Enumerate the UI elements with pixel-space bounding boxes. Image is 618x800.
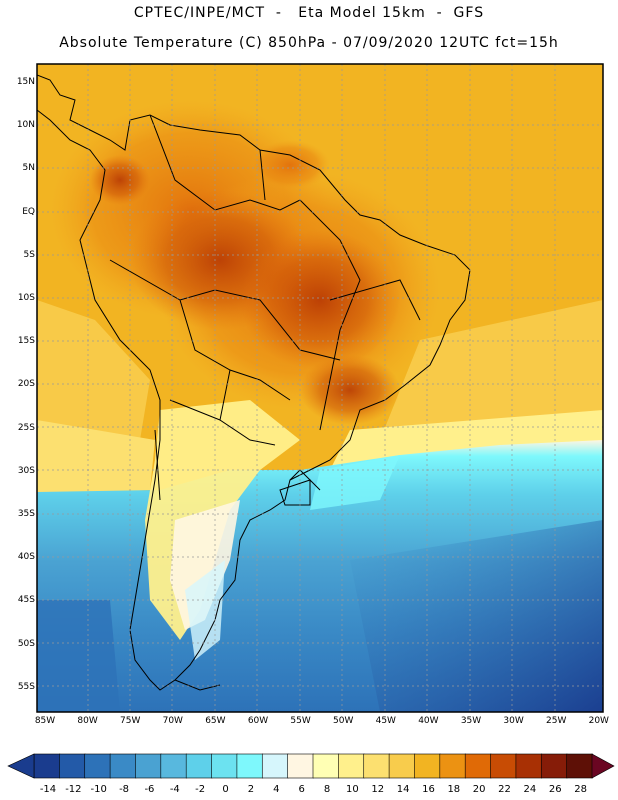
colorbar-swatch bbox=[109, 753, 137, 779]
lat-label: 50S bbox=[17, 638, 35, 649]
colorbar-label: 28 bbox=[574, 784, 587, 795]
colorbar-label: 0 bbox=[222, 784, 229, 795]
colorbar-label: -12 bbox=[65, 784, 82, 795]
colorbar-swatch bbox=[338, 753, 365, 779]
colorbar-label: 2 bbox=[247, 784, 255, 795]
colorbar-swatch bbox=[515, 753, 543, 779]
map-frame bbox=[36, 63, 604, 713]
colorbar-left-arrow bbox=[7, 753, 35, 779]
colorbar-swatch bbox=[185, 753, 213, 779]
lat-label: 10S bbox=[17, 293, 35, 303]
lon-label: 60W bbox=[247, 716, 269, 726]
lon-label: 70W bbox=[162, 716, 183, 726]
coastlines bbox=[37, 74, 471, 691]
lon-label: 25W bbox=[546, 716, 567, 726]
temperature-field bbox=[37, 64, 603, 712]
colorbar-swatch bbox=[33, 753, 61, 779]
lat-label: 25S bbox=[17, 422, 35, 433]
colorbar-label: 18 bbox=[447, 784, 461, 795]
colorbar-label: 8 bbox=[323, 784, 331, 795]
colorbar-right-arrow bbox=[591, 753, 615, 779]
colorbar-swatch bbox=[363, 753, 390, 779]
colorbar-swatch bbox=[439, 753, 466, 779]
lon-label: 85W bbox=[34, 716, 56, 726]
lon-label: 40W bbox=[418, 716, 439, 726]
colorbar-label: 12 bbox=[371, 784, 385, 795]
lat-label: 45S bbox=[17, 595, 35, 606]
colorbar-label: -2 bbox=[195, 784, 206, 795]
colorbar-label: 4 bbox=[273, 784, 280, 795]
lon-label: 65W bbox=[205, 716, 226, 726]
colorbar-label: 26 bbox=[548, 784, 562, 795]
colorbar-swatch bbox=[490, 753, 517, 779]
lon-label: 30W bbox=[503, 716, 524, 726]
map-title-line1: CPTEC/INPE/MCT - Eta Model 15km - GFS bbox=[133, 5, 485, 21]
colorbar-swatch bbox=[211, 753, 238, 779]
colorbar-swatch bbox=[135, 753, 162, 779]
colorbar-swatch bbox=[566, 753, 593, 779]
lat-label: 15S bbox=[17, 336, 35, 347]
lon-label: 50W bbox=[333, 716, 354, 726]
lat-label: 35S bbox=[17, 509, 35, 519]
colorbar-swatch bbox=[261, 753, 289, 779]
colorbar-label: 20 bbox=[472, 784, 486, 795]
graticule bbox=[37, 64, 603, 712]
lat-label: 55S bbox=[17, 681, 35, 692]
lat-label: 5N bbox=[22, 163, 35, 174]
lat-label: EQ bbox=[22, 206, 35, 217]
colorbar-label: 10 bbox=[345, 784, 359, 795]
lat-label: 20S bbox=[17, 379, 35, 390]
lon-label: 20W bbox=[588, 716, 609, 726]
colorbar-label: 24 bbox=[523, 784, 537, 795]
colorbar-swatch bbox=[540, 753, 568, 779]
lat-label: 10N bbox=[16, 120, 35, 131]
lat-label: 40S bbox=[17, 552, 35, 563]
colorbar-swatch bbox=[236, 753, 264, 779]
colorbar-label: -8 bbox=[119, 784, 130, 795]
colorbar-label: 16 bbox=[422, 784, 435, 795]
lon-label: 35W bbox=[460, 716, 482, 726]
lon-label: 75W bbox=[120, 716, 141, 726]
lon-label: 80W bbox=[77, 716, 98, 726]
colorbar-swatch bbox=[84, 753, 111, 779]
colorbar-swatch bbox=[287, 753, 314, 779]
lon-label: 45W bbox=[375, 716, 396, 726]
colorbar-swatch bbox=[59, 753, 86, 779]
lat-label: 5S bbox=[23, 249, 35, 260]
colorbar-swatch bbox=[414, 753, 441, 779]
colorbar-swatch bbox=[464, 753, 492, 779]
lat-label: 15N bbox=[16, 77, 35, 87]
colorbar-swatch bbox=[388, 753, 416, 779]
colorbar-label: -14 bbox=[39, 784, 57, 795]
colorbar-label: -10 bbox=[90, 784, 107, 795]
map-title-line2: Absolute Temperature (C) 850hPa - 07/09/… bbox=[59, 35, 559, 51]
colorbar-label: -6 bbox=[144, 784, 155, 795]
colorbar-label: 6 bbox=[298, 784, 305, 795]
lat-label: 30S bbox=[17, 465, 35, 476]
colorbar-label: -4 bbox=[169, 784, 180, 795]
colorbar-swatch bbox=[160, 753, 187, 779]
lon-label: 55W bbox=[290, 716, 311, 726]
colorbar-swatch bbox=[312, 753, 340, 779]
colorbar-label: 22 bbox=[498, 784, 511, 795]
colorbar-label: 14 bbox=[396, 784, 410, 795]
colorbar bbox=[7, 753, 615, 779]
